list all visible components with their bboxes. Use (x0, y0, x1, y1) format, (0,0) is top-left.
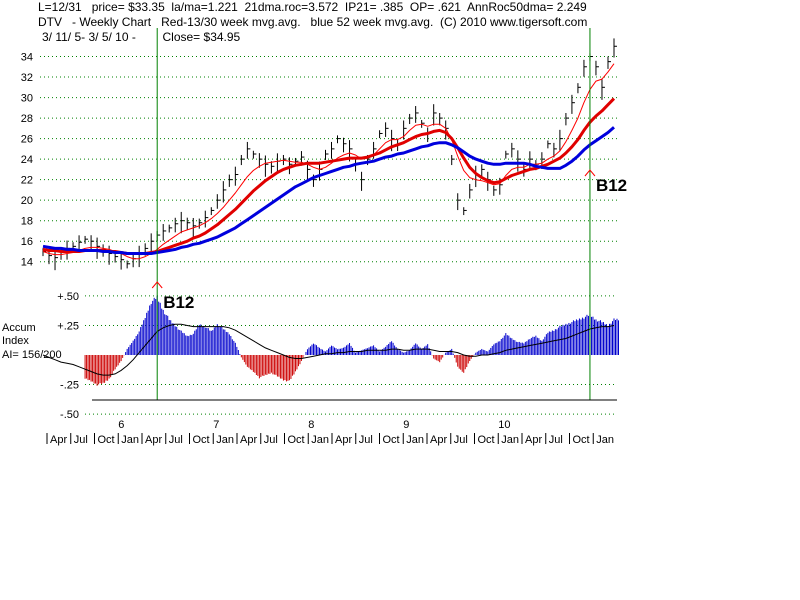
month-label: Jul (264, 434, 278, 446)
accum-index-bars (42, 295, 620, 386)
month-label: Apr (240, 434, 257, 446)
price-tick-label: 24 (21, 154, 33, 166)
header-chart-description: DTV - Weekly Chart Red-13/30 week mvg.av… (38, 15, 588, 29)
accum-tick-label: -.25 (60, 380, 79, 392)
month-label: Apr (430, 434, 447, 446)
month-label: Oct (383, 434, 400, 446)
price-tick-label: 18 (21, 216, 33, 228)
signal-arrow (584, 169, 596, 177)
accum-tick-label: +.50 (57, 291, 79, 303)
month-label: Apr (145, 434, 162, 446)
signal-label-b12: B12 (596, 176, 627, 195)
x-axis: Apr Jul Oct Jan Apr Jul Oct Jan Apr Jul Oct Jan Apr J… (46, 399, 617, 446)
header-date-range-close: 3/ 11/ 5- 3/ 5/ 10 - Close= $34.95 (42, 30, 241, 44)
month-label: Jul (359, 434, 373, 446)
month-label: Jan (596, 434, 614, 446)
header-stats-line: L=12/31 price= $33.35 la/ma=1.221 21dma.… (38, 0, 587, 14)
grid-lines (40, 56, 617, 415)
month-label: Oct (478, 434, 495, 446)
signal-label-b12: B12 (163, 293, 194, 312)
ma52-line (42, 126, 615, 255)
accum-tick-label: +.25 (57, 320, 79, 332)
accum-index-label-line2: Index (2, 335, 29, 347)
price-tick-label: 30 (21, 93, 33, 105)
price-tick-label: 32 (21, 72, 33, 84)
year-label: 8 (308, 419, 314, 431)
price-tick-label: 14 (21, 257, 33, 269)
month-label: Oct (193, 434, 210, 446)
moving-average-lines (42, 63, 616, 260)
month-label: Jan (501, 434, 519, 446)
price-tick-label: 28 (21, 113, 33, 125)
accum-index-label-line1: Accum (2, 322, 36, 334)
month-label: Jul (549, 434, 563, 446)
signal-arrow (151, 281, 163, 289)
month-label: Oct (573, 434, 590, 446)
year-label: 6 (118, 419, 124, 431)
month-label: Apr (525, 434, 542, 446)
price-tick-label: 20 (21, 195, 33, 207)
price-tick-label: 34 (21, 52, 33, 64)
month-label: Oct (98, 434, 115, 446)
year-label: 7 (213, 419, 219, 431)
price-tick-label: 26 (21, 134, 33, 146)
ma13-line (42, 63, 615, 260)
accum-index-value-label: AI= 156/200 (2, 349, 62, 361)
price-tick-label: 22 (21, 175, 33, 187)
month-label: Jan (311, 434, 329, 446)
month-label: Jan (121, 434, 139, 446)
year-label: 9 (403, 419, 409, 431)
month-label: Oct (288, 434, 305, 446)
month-label: Apr (50, 434, 67, 446)
month-label: Jan (406, 434, 424, 446)
price-bars (42, 38, 617, 271)
accum-tick-label: -.50 (60, 409, 79, 421)
month-label: Jan (216, 434, 234, 446)
ma30-line (42, 97, 616, 255)
y-axis-labels: 14 16 18 20 22 24 26 28 30 32 34 +.50 +.25 -.25 -.50 (21, 52, 79, 422)
signal-markers: B12 B12 (151, 28, 627, 400)
month-label: Apr (335, 434, 352, 446)
month-label: Jul (454, 434, 468, 446)
month-label: Jul (169, 434, 183, 446)
month-label: Jul (74, 434, 88, 446)
year-label: 10 (498, 419, 510, 431)
price-tick-label: 16 (21, 236, 33, 248)
accum-smooth-line (42, 323, 615, 376)
